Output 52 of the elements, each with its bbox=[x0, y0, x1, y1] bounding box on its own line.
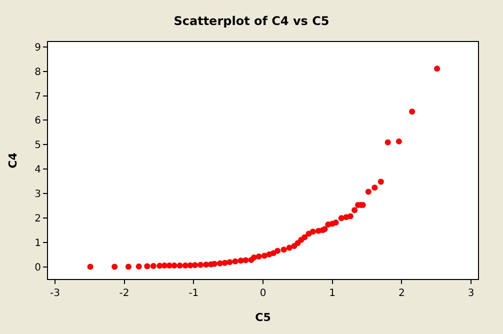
point bbox=[338, 215, 344, 222]
point bbox=[136, 264, 142, 270]
x-tick-label: 3 bbox=[468, 288, 474, 299]
point bbox=[286, 244, 292, 251]
point bbox=[384, 139, 391, 146]
point bbox=[434, 66, 440, 72]
y-tick-label: 0 bbox=[34, 262, 41, 274]
point bbox=[332, 220, 339, 226]
y-tick-label: 9 bbox=[34, 42, 41, 54]
x-tick-label: -2 bbox=[119, 288, 130, 299]
point bbox=[352, 207, 358, 214]
y-tick-label: 8 bbox=[34, 66, 41, 78]
point bbox=[144, 263, 150, 270]
y-tick-label: 1 bbox=[34, 238, 41, 249]
point bbox=[372, 184, 378, 191]
y-tick-label: 7 bbox=[34, 91, 41, 102]
point bbox=[347, 213, 354, 220]
point bbox=[274, 248, 281, 254]
point bbox=[409, 108, 416, 115]
point bbox=[232, 258, 238, 264]
point bbox=[242, 257, 249, 264]
point bbox=[87, 264, 94, 270]
point bbox=[396, 138, 402, 144]
x-tick-label: 0 bbox=[260, 288, 266, 299]
point bbox=[125, 264, 132, 270]
point bbox=[112, 264, 118, 270]
x-tick-label: 1 bbox=[329, 288, 336, 299]
x-axis-title: C5 bbox=[255, 311, 271, 324]
point bbox=[310, 228, 316, 235]
point bbox=[256, 254, 262, 260]
point bbox=[302, 234, 308, 240]
point bbox=[365, 188, 372, 195]
y-tick-label: 5 bbox=[34, 140, 41, 152]
x-tick-label: -3 bbox=[50, 288, 60, 299]
y-tick-label: 3 bbox=[34, 188, 41, 200]
x-tick-label: 2 bbox=[398, 288, 405, 299]
point bbox=[226, 259, 233, 266]
point bbox=[198, 262, 204, 268]
y-tick-label: 6 bbox=[34, 116, 41, 127]
chart-title: Scatterplot of C4 vs C5 bbox=[174, 14, 330, 28]
x-tick-label: -1 bbox=[188, 288, 199, 299]
point bbox=[176, 262, 183, 269]
y-tick-label: 2 bbox=[34, 213, 41, 224]
y-tick-label: 4 bbox=[34, 164, 41, 176]
point bbox=[150, 263, 156, 270]
point bbox=[171, 262, 178, 269]
y-axis-title: C4 bbox=[6, 152, 20, 168]
point bbox=[280, 246, 287, 253]
point bbox=[250, 254, 257, 260]
point bbox=[378, 178, 384, 185]
point bbox=[222, 260, 228, 266]
point bbox=[192, 262, 198, 268]
